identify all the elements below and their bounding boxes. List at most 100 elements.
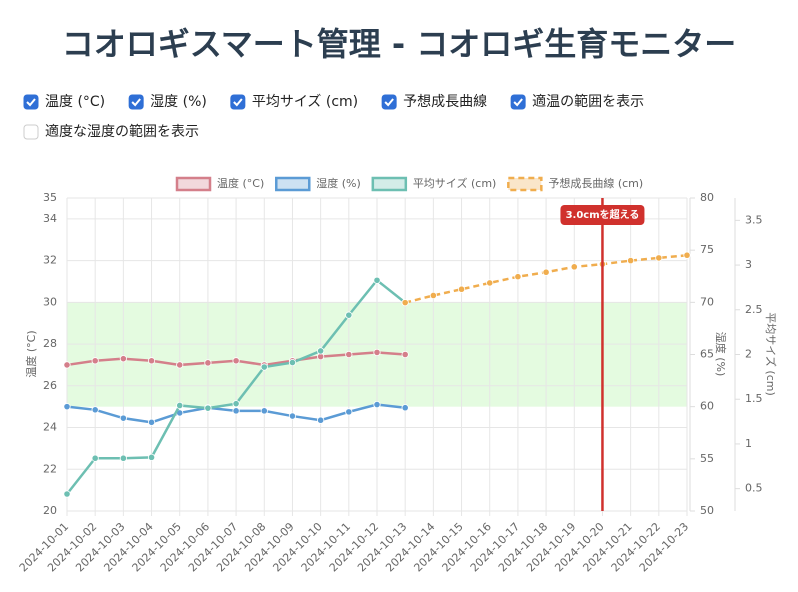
check-mark xyxy=(26,98,36,107)
data-point xyxy=(63,403,71,411)
y-tick-label: 34 xyxy=(43,212,57,225)
data-point xyxy=(486,279,494,287)
checkbox-label[interactable]: 湿度 (%) xyxy=(150,94,207,110)
y-tick-label: 3 xyxy=(745,258,752,271)
data-point xyxy=(683,251,691,259)
data-point xyxy=(119,454,127,462)
legend-label: 予想成長曲線 (cm) xyxy=(548,176,643,190)
checkbox-control[interactable]: 温度 (°C) xyxy=(23,94,105,110)
data-point xyxy=(91,454,99,462)
checkbox-control[interactable]: 予想成長曲線 xyxy=(381,94,487,110)
y-tick-label: 20 xyxy=(43,504,57,517)
checkbox-control[interactable]: 適温の範囲を表示 xyxy=(510,93,644,110)
data-point xyxy=(147,357,156,365)
data-point xyxy=(570,263,578,271)
data-point xyxy=(401,350,409,359)
y-tick-label: 32 xyxy=(43,254,57,267)
checkbox[interactable] xyxy=(510,94,526,110)
data-point xyxy=(288,412,297,420)
y-tick-label: 55 xyxy=(700,452,714,465)
y-tick-label: 22 xyxy=(43,462,57,475)
check-mark xyxy=(513,98,523,107)
data-point xyxy=(514,273,522,281)
data-point xyxy=(345,408,353,416)
data-point xyxy=(147,453,156,461)
data-point xyxy=(373,276,381,284)
data-point xyxy=(91,406,99,414)
data-point xyxy=(232,357,240,365)
checkbox-control[interactable]: 湿度 (%) xyxy=(128,94,207,110)
data-point xyxy=(119,414,127,422)
data-point xyxy=(176,361,184,369)
data-point xyxy=(373,400,381,409)
data-point xyxy=(627,256,635,265)
data-point xyxy=(317,416,325,424)
data-point xyxy=(317,347,325,355)
data-point xyxy=(204,359,212,367)
check-mark xyxy=(131,98,141,107)
data-point xyxy=(232,400,240,408)
y-tick-label: 24 xyxy=(43,421,57,434)
y-tick-label: 26 xyxy=(43,379,57,392)
y-tick-label: 1 xyxy=(745,437,752,450)
checkbox-label[interactable]: 適温の範囲を表示 xyxy=(532,93,644,110)
checkbox[interactable] xyxy=(23,94,39,110)
checkbox-label[interactable]: 温度 (°C) xyxy=(45,94,105,110)
y-tick-label: 60 xyxy=(700,400,714,413)
annotation-label: 3.0cmを超える xyxy=(566,208,640,221)
data-point xyxy=(63,361,71,369)
data-point xyxy=(119,355,127,363)
y-tick-label: 30 xyxy=(43,295,57,308)
legend-label: 温度 (°C) xyxy=(217,176,264,190)
checkbox-label[interactable]: 平均サイズ (cm) xyxy=(252,94,358,110)
checkbox-control[interactable]: 適度な湿度の範囲を表示 xyxy=(23,123,199,140)
y-tick-label: 80 xyxy=(700,191,714,204)
y-tick-label: 2.5 xyxy=(745,303,763,316)
checkbox[interactable] xyxy=(128,94,144,110)
y-tick-label: 1.5 xyxy=(745,392,763,405)
data-point xyxy=(63,490,71,498)
data-point xyxy=(91,357,99,365)
y-tick-label: 65 xyxy=(700,348,714,361)
checkbox[interactable] xyxy=(381,94,397,110)
data-point xyxy=(345,311,353,319)
annotation-box xyxy=(560,205,645,225)
y-tick-label: 2 xyxy=(745,348,752,361)
y-tick-label: 75 xyxy=(700,243,714,256)
y-tick-label: 0.5 xyxy=(745,482,763,495)
data-point xyxy=(655,254,663,262)
y-tick-label: 3.5 xyxy=(745,213,763,226)
data-point xyxy=(176,401,184,410)
y-axis-title: 温度 (°C) xyxy=(24,330,38,377)
data-point xyxy=(457,285,466,293)
legend-label: 湿度 (%) xyxy=(316,176,361,190)
data-point xyxy=(345,350,353,359)
data-point xyxy=(401,404,409,412)
checkbox-label[interactable]: 適度な湿度の範囲を表示 xyxy=(45,123,199,140)
data-point xyxy=(429,291,437,300)
y-tick-label: 35 xyxy=(43,191,57,204)
data-point xyxy=(260,407,268,415)
y3-axis-title: 平均サイズ (cm) xyxy=(764,312,778,396)
data-point xyxy=(373,348,381,357)
checkbox[interactable] xyxy=(23,124,39,140)
checkbox-label[interactable]: 予想成長曲線 xyxy=(403,94,487,110)
legend-swatch xyxy=(175,176,212,192)
checkbox[interactable] xyxy=(230,94,246,110)
legend-swatch xyxy=(371,176,408,192)
page-title: コオロギスマート管理 - コオロギ生育モニター xyxy=(62,25,737,63)
data-point xyxy=(288,358,297,367)
y2-axis-title: 湿度 (%) xyxy=(714,332,728,377)
data-point xyxy=(401,299,409,307)
legend-swatch xyxy=(507,176,543,192)
checkbox-control[interactable]: 平均サイズ (cm) xyxy=(230,94,358,110)
y-tick-label: 28 xyxy=(43,337,57,350)
data-point xyxy=(542,268,550,276)
data-point xyxy=(147,418,156,426)
data-point xyxy=(204,404,212,412)
y-tick-label: 70 xyxy=(700,295,714,308)
legend-label: 平均サイズ (cm) xyxy=(413,176,497,190)
y-tick-label: 50 xyxy=(700,504,714,517)
